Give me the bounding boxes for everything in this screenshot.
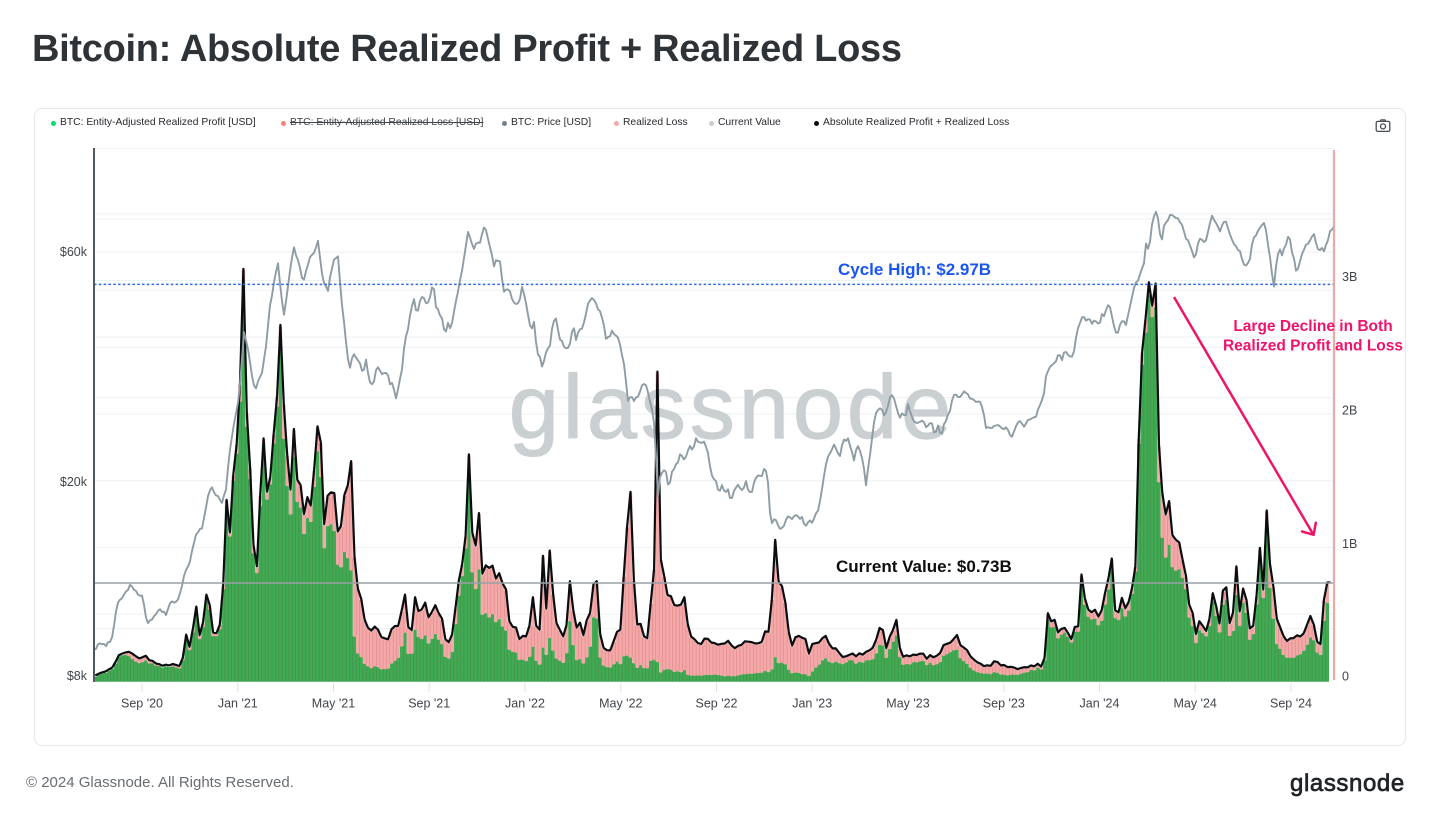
svg-text:Sep '22: Sep '22 [695,697,737,711]
svg-text:Sep '20: Sep '20 [121,697,163,711]
svg-text:Jan '24: Jan '24 [1080,697,1120,711]
svg-text:$8k: $8k [67,669,88,683]
svg-text:Realized Profit and Loss: Realized Profit and Loss [1223,338,1403,355]
svg-text:2B: 2B [1342,404,1357,418]
svg-text:Sep '21: Sep '21 [408,697,450,711]
svg-text:Jan '22: Jan '22 [505,697,545,711]
svg-text:May '22: May '22 [599,697,642,711]
svg-text:Jan '23: Jan '23 [792,697,832,711]
svg-text:$20k: $20k [60,475,88,489]
svg-text:May '21: May '21 [312,697,355,711]
svg-text:Sep '23: Sep '23 [983,697,1025,711]
svg-text:Cycle High: $2.97B: Cycle High: $2.97B [838,260,991,279]
svg-text:glassnode: glassnode [509,358,955,458]
svg-text:May '23: May '23 [886,697,929,711]
svg-text:0: 0 [1342,670,1349,684]
svg-text:3B: 3B [1342,270,1357,284]
svg-text:Jan '21: Jan '21 [218,697,258,711]
svg-text:Current Value: $0.73B: Current Value: $0.73B [836,557,1012,576]
svg-text:May '24: May '24 [1174,697,1217,711]
svg-text:1B: 1B [1342,537,1357,551]
svg-text:$60k: $60k [60,245,88,259]
svg-text:Sep '24: Sep '24 [1270,697,1312,711]
svg-text:Large Decline in Both: Large Decline in Both [1233,318,1392,335]
